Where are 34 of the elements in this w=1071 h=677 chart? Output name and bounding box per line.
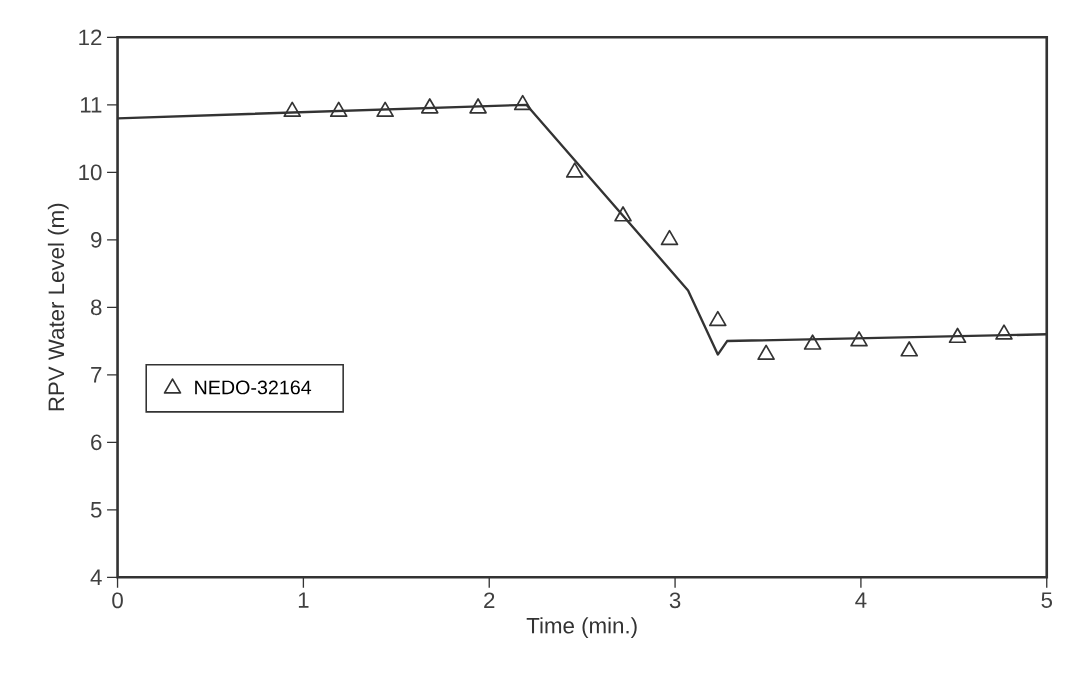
y-tick-label: 5 — [90, 502, 102, 518]
point — [803, 334, 822, 350]
y-tick-label: 11 — [80, 97, 102, 113]
y-tick-label: 6 — [91, 434, 102, 451]
y-tick-label: 8 — [90, 299, 102, 316]
y-tick-label: 4 — [90, 569, 102, 585]
y-tick-label: 12 — [79, 29, 102, 46]
point — [709, 310, 727, 327]
x-tick-label: 4 — [855, 592, 867, 608]
x-tick-label: 2 — [484, 592, 495, 609]
y-axis-title: RPV Water Level (m) — [47, 203, 69, 411]
point — [995, 324, 1013, 340]
point — [948, 327, 967, 344]
point — [283, 101, 302, 118]
y-tick-label: 9 — [91, 231, 102, 248]
point — [565, 162, 584, 178]
point — [757, 344, 775, 361]
point — [614, 206, 632, 222]
x-axis-title: Time (min.) — [526, 617, 637, 638]
point — [850, 331, 868, 347]
y-tick-label: 7 — [91, 367, 102, 383]
x-tick-label: 1 — [298, 592, 309, 608]
x-tick-label: 5 — [1041, 592, 1053, 609]
point — [513, 94, 532, 111]
point — [420, 98, 439, 114]
x-tick-label: 0 — [112, 592, 123, 609]
point — [329, 101, 348, 118]
point — [469, 98, 487, 114]
point — [376, 101, 394, 118]
point — [900, 341, 919, 357]
legend-label: NEDO-32164 — [195, 380, 312, 395]
point — [660, 229, 679, 246]
x-tick-label: 3 — [669, 592, 681, 609]
y-tick-label: 10 — [79, 164, 102, 181]
